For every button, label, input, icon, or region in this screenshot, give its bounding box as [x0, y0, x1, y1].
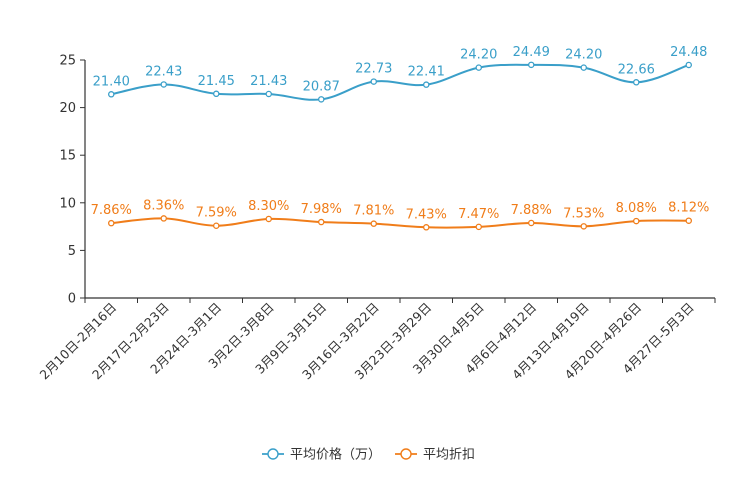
legend-item-0[interactable]: 平均价格（万） [262, 447, 381, 463]
data-label: 21.43 [250, 74, 287, 89]
y-tick-label: 5 [68, 244, 76, 259]
data-label: 7.59% [196, 206, 237, 221]
data-point[interactable] [685, 61, 693, 69]
series-line [111, 217, 689, 229]
data-point[interactable] [317, 218, 325, 226]
data-point[interactable] [580, 223, 588, 230]
y-tick-label: 10 [59, 196, 76, 211]
data-label: 7.53% [563, 206, 604, 221]
data-point[interactable] [528, 61, 535, 69]
legend[interactable]: 平均价格（万） 平均折扣 [262, 447, 475, 463]
data-point[interactable] [160, 81, 167, 88]
data-label: 24.20 [565, 48, 602, 63]
data-point[interactable] [633, 217, 640, 225]
data-label: 20.87 [303, 79, 340, 94]
data-label: 8.36% [143, 198, 184, 213]
data-point[interactable] [160, 215, 167, 222]
legend-marker-icon [400, 448, 412, 460]
data-label: 21.40 [93, 74, 130, 89]
series-1: 7.86% 8.36% 7.59% 8.30% 7.98% 7.81% 7.43% 7.47%… [91, 198, 709, 231]
data-label: 21.45 [198, 74, 235, 89]
data-label: 24.20 [460, 48, 497, 63]
data-point[interactable] [422, 81, 430, 88]
data-point[interactable] [370, 220, 377, 227]
legend-label: 平均折扣 [423, 448, 475, 463]
data-label: 22.66 [618, 62, 655, 77]
data-point[interactable] [633, 79, 640, 86]
data-label: 7.81% [353, 204, 394, 219]
data-point[interactable] [212, 222, 220, 229]
data-label: 7.88% [511, 203, 552, 218]
data-point[interactable] [528, 219, 535, 227]
y-axis: 0 5 10 15 20 25 [59, 54, 86, 307]
data-point[interactable] [422, 224, 430, 231]
data-label: 7.43% [406, 207, 447, 222]
data-label: 22.73 [355, 62, 392, 77]
data-point[interactable] [317, 96, 325, 103]
data-point[interactable] [475, 223, 482, 231]
data-label: 22.43 [145, 64, 182, 79]
data-label: 7.98% [301, 202, 342, 217]
y-tick-label: 20 [59, 101, 76, 116]
y-tick-label: 15 [59, 149, 76, 164]
data-point[interactable] [212, 90, 220, 98]
data-point[interactable] [265, 215, 272, 223]
series-layer: 21.40 22.43 21.45 21.43 20.87 22.73 22.41 24.20… [91, 45, 709, 231]
data-label: 24.49 [513, 45, 550, 60]
series-line [111, 63, 690, 101]
data-label: 24.48 [670, 45, 707, 60]
legend-marker-icon [267, 448, 279, 460]
data-point[interactable] [108, 91, 115, 98]
x-axis: 2月10日-2月16日2月17日-2月23日2月24日-3月1日3月2日-3月8… [36, 297, 716, 382]
data-point[interactable] [580, 64, 588, 71]
data-label: 8.30% [248, 199, 289, 214]
y-tick-label: 25 [59, 54, 76, 69]
data-label: 22.41 [408, 65, 445, 80]
data-label: 7.47% [458, 207, 499, 222]
series-0: 21.40 22.43 21.45 21.43 20.87 22.73 22.41 24.20… [93, 45, 707, 103]
data-point[interactable] [108, 219, 115, 227]
legend-item-1[interactable]: 平均折扣 [395, 448, 475, 463]
data-label: 7.86% [91, 203, 132, 218]
data-point[interactable] [475, 64, 482, 71]
data-point[interactable] [370, 78, 377, 85]
data-label: 8.08% [616, 201, 657, 216]
data-point[interactable] [265, 90, 272, 98]
data-point[interactable] [685, 217, 693, 224]
y-tick-label: 0 [68, 292, 76, 307]
legend-label: 平均价格（万） [290, 447, 381, 463]
data-label: 8.12% [668, 201, 709, 216]
